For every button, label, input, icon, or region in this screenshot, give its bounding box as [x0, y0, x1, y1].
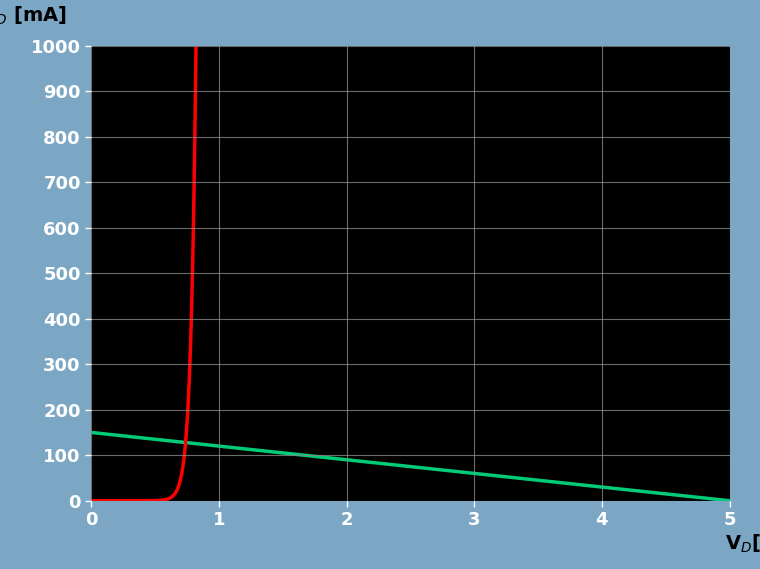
X-axis label: V$_D$[V]: V$_D$[V] — [725, 533, 760, 555]
Y-axis label: I$_D$ [mA]: I$_D$ [mA] — [0, 5, 67, 27]
